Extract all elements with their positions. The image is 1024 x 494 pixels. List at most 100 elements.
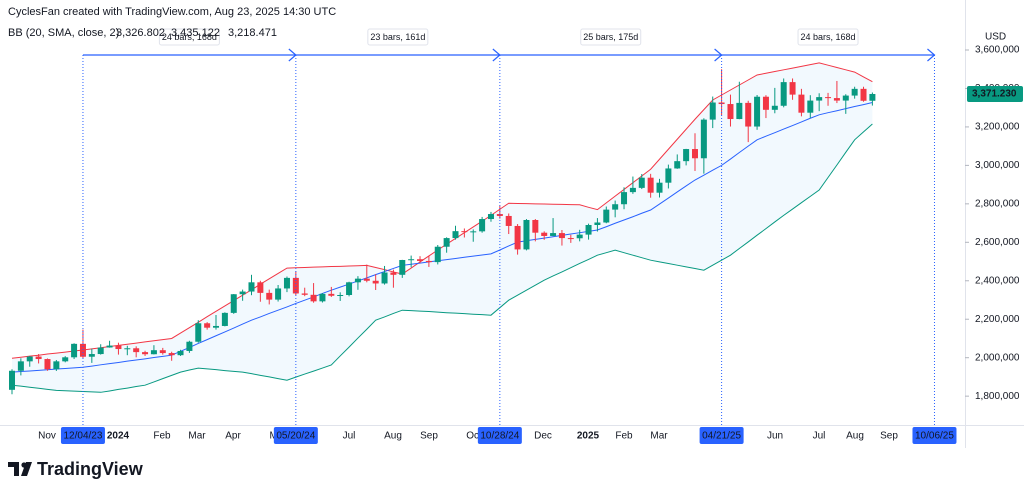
candle-body: [665, 168, 672, 183]
x-tick-label: Aug: [846, 431, 864, 442]
x-tick-label: Nov: [38, 431, 56, 442]
range-label-box: [158, 28, 220, 46]
indicator-name: BB (20, SMA, close, 2): [8, 27, 119, 39]
candle-body: [124, 348, 131, 350]
plot-area: [9, 62, 876, 395]
candle-body: [745, 102, 752, 127]
candle-body: [736, 102, 743, 120]
x-tick-label: Aug: [384, 431, 402, 442]
logo-dot: [21, 462, 27, 468]
candle-body: [301, 293, 308, 295]
candle-body: [363, 278, 370, 281]
candle-body: [372, 280, 379, 284]
candle-body: [408, 259, 415, 261]
candle-body: [514, 225, 521, 250]
x-tick-label: Sep: [420, 431, 438, 442]
candle-body: [754, 96, 761, 127]
marker-date: 12/04/23: [63, 431, 102, 442]
candle-body: [603, 209, 610, 223]
candle-body: [328, 293, 335, 296]
range-label-box: [797, 28, 859, 46]
attribution: CyclesFan created with TradingView.com, …: [8, 6, 336, 18]
candle-body: [816, 97, 823, 101]
overlay: 24 bars, 168d 23 bars, 161d 25 bars, 175d 2…: [82, 28, 936, 425]
candle-body: [585, 225, 592, 235]
x-tick-label: Apr: [225, 431, 241, 442]
currency: USD: [985, 32, 1006, 43]
range-label: 24 bars, 168d: [801, 32, 856, 42]
candle-body: [674, 161, 681, 169]
candle-body: [354, 278, 361, 283]
candle-body: [133, 348, 140, 353]
range-label: 25 bars, 175d: [583, 32, 638, 42]
candle-body: [780, 82, 787, 106]
x-tick-label: 2025: [577, 431, 600, 442]
candle-body: [230, 294, 237, 313]
logo-text: TradingView: [37, 459, 144, 479]
candle-body: [257, 282, 264, 293]
candle-body: [541, 232, 548, 236]
candle-body: [833, 98, 840, 101]
range-label-box: [367, 28, 429, 46]
y-tick-label: 2,400,000: [975, 275, 1020, 286]
candle-body: [79, 343, 86, 357]
candle-body: [266, 292, 273, 300]
candle-body: [550, 233, 557, 236]
candle-body: [44, 359, 51, 370]
candle-body: [62, 357, 69, 362]
basis-value: 3,326.802: [116, 27, 165, 39]
band-fill: [12, 62, 873, 393]
candle-body: [150, 350, 157, 355]
candle-body: [275, 288, 282, 300]
candle-body: [691, 149, 698, 159]
candle-body: [709, 102, 716, 120]
candle-body: [789, 82, 796, 95]
candle-body: [647, 177, 654, 193]
x-tick-label: Oct: [466, 431, 482, 442]
candle-body: [248, 282, 255, 292]
marker-date-box: [477, 427, 522, 444]
range-arrow: [492, 48, 501, 62]
candle-body: [310, 294, 317, 302]
candle-body: [71, 343, 78, 358]
last-price-label: 3,371.230: [972, 89, 1017, 100]
last-price-box: [967, 85, 1023, 102]
range-label: 24 bars, 168d: [162, 32, 217, 42]
marker-date: 04/21/25: [702, 431, 741, 442]
candle-body: [771, 105, 778, 110]
x-tick-label: Jun: [767, 431, 783, 442]
candle-body: [88, 354, 95, 357]
candle-body: [434, 246, 441, 263]
candle-body: [168, 353, 175, 356]
candle-body: [186, 341, 193, 351]
candle-body: [26, 356, 33, 362]
x-tick-label: Mar: [650, 431, 668, 442]
candle-body: [142, 352, 149, 355]
candle-body: [505, 215, 512, 226]
y-tick-label: 3,600,000: [975, 45, 1020, 56]
candle-body: [532, 220, 539, 233]
candle-body: [869, 93, 876, 101]
range-arrow: [714, 48, 723, 62]
candle-body: [292, 277, 299, 294]
y-tick-label: 3,000,000: [975, 160, 1020, 171]
candle-body: [558, 233, 565, 239]
y-tick-label: 1,800,000: [975, 391, 1020, 402]
candle-body: [638, 177, 645, 188]
marker-date-box: [273, 427, 318, 444]
candle-body: [594, 222, 601, 225]
marker-date-box: [60, 427, 105, 444]
candle-body: [629, 187, 636, 193]
candle-body: [825, 97, 832, 99]
candle-body: [523, 220, 530, 250]
candle-body: [860, 88, 867, 101]
candle-body: [97, 347, 104, 355]
marker-date: 10/06/25: [915, 431, 954, 442]
range-label-box: [580, 28, 642, 46]
candle-body: [461, 231, 468, 233]
candle-body: [337, 295, 344, 296]
candle-body: [346, 282, 353, 295]
candle-body: [399, 260, 406, 275]
